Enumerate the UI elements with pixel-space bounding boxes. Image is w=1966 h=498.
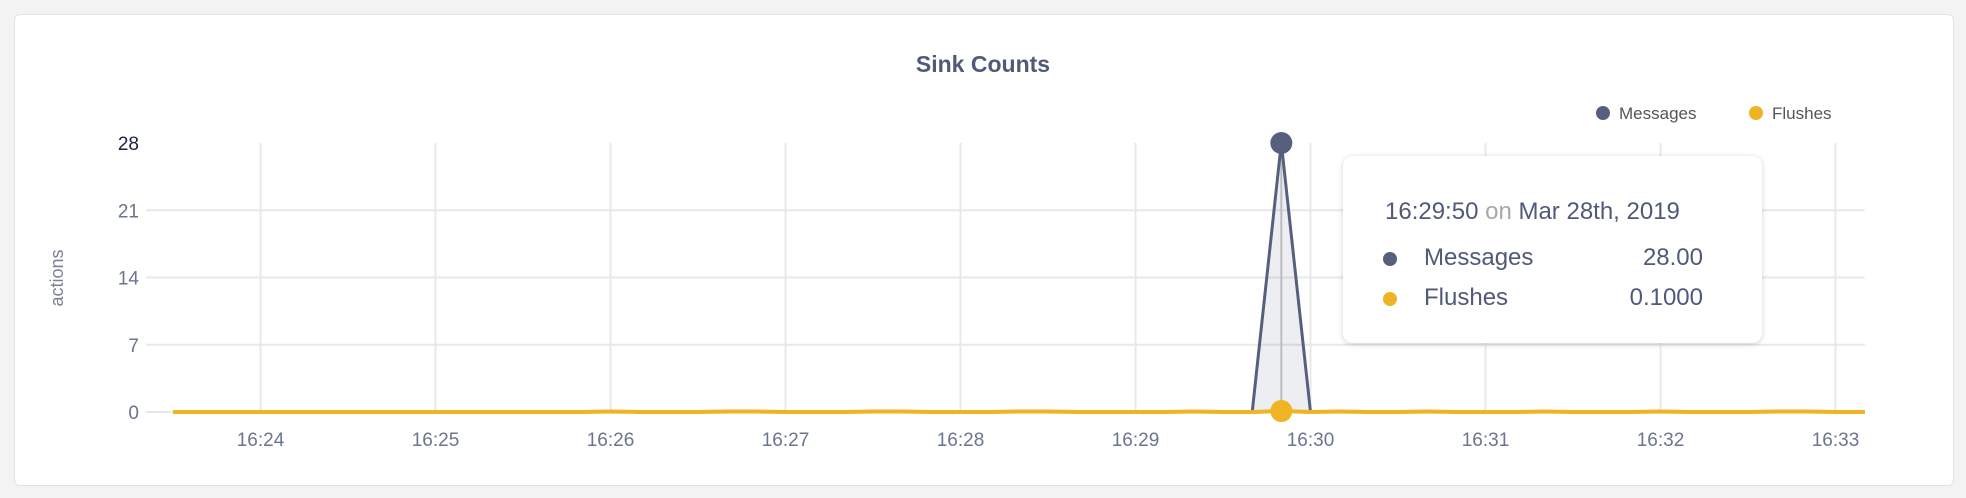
x-tick-label: 16:31: [1462, 430, 1510, 451]
x-tick-label: 16:24: [237, 430, 285, 451]
y-axis-label: actions: [47, 249, 67, 306]
y-tick-label: 14: [118, 269, 140, 290]
x-tick-label: 16:28: [937, 430, 985, 451]
x-tick-label: 16:33: [1812, 430, 1860, 451]
tooltip-on: on: [1485, 198, 1512, 225]
y-tick-label: 28: [118, 134, 139, 155]
y-tick-label: 7: [128, 336, 139, 357]
x-tick-label: 16:29: [1112, 430, 1160, 451]
tooltip-row-flushes: Flushes 0.1000: [1383, 284, 1703, 314]
series-line-flushes: [173, 409, 1865, 414]
legend-item-messages[interactable]: Messages: [1596, 104, 1696, 123]
messages-dot-icon: [1383, 252, 1397, 266]
x-tick-label: 16:26: [587, 430, 635, 451]
data-point-messages: [1270, 132, 1293, 154]
tooltip-label: Flushes: [1424, 284, 1509, 311]
tooltip-row-messages: Messages 28.00: [1383, 244, 1703, 274]
legend-dot-icon: [1596, 106, 1610, 120]
y-tick-label: 0: [128, 403, 139, 424]
data-point-flushes: [1270, 400, 1293, 423]
y-tick-label: 21: [118, 201, 139, 222]
legend-item-flushes[interactable]: Flushes: [1749, 104, 1832, 123]
x-tick-label: 16:32: [1637, 430, 1685, 451]
tooltip-time: 16:29:50: [1385, 198, 1479, 225]
legend-dot-icon: [1749, 106, 1763, 120]
tooltip-date: Mar 28th, 2019: [1518, 198, 1680, 225]
tooltip-value: 28.00: [1642, 244, 1703, 271]
tooltip-value: 0.1000: [1629, 284, 1703, 311]
flushes-dot-icon: [1383, 292, 1397, 306]
tooltip-label: Messages: [1424, 244, 1534, 271]
legend-label: Messages: [1619, 104, 1696, 123]
x-tick-label: 16:30: [1287, 430, 1335, 451]
legend-label: Flushes: [1772, 104, 1832, 123]
x-tick-label: 16:25: [412, 430, 460, 451]
tooltip-timestamp: 16:29:50 on Mar 28th, 2019: [1385, 198, 1680, 226]
hover-tooltip: 16:29:50 on Mar 28th, 2019 Messages 28.0…: [1343, 156, 1762, 343]
chart-title: Sink Counts: [916, 51, 1050, 77]
x-tick-label: 16:27: [762, 430, 810, 451]
